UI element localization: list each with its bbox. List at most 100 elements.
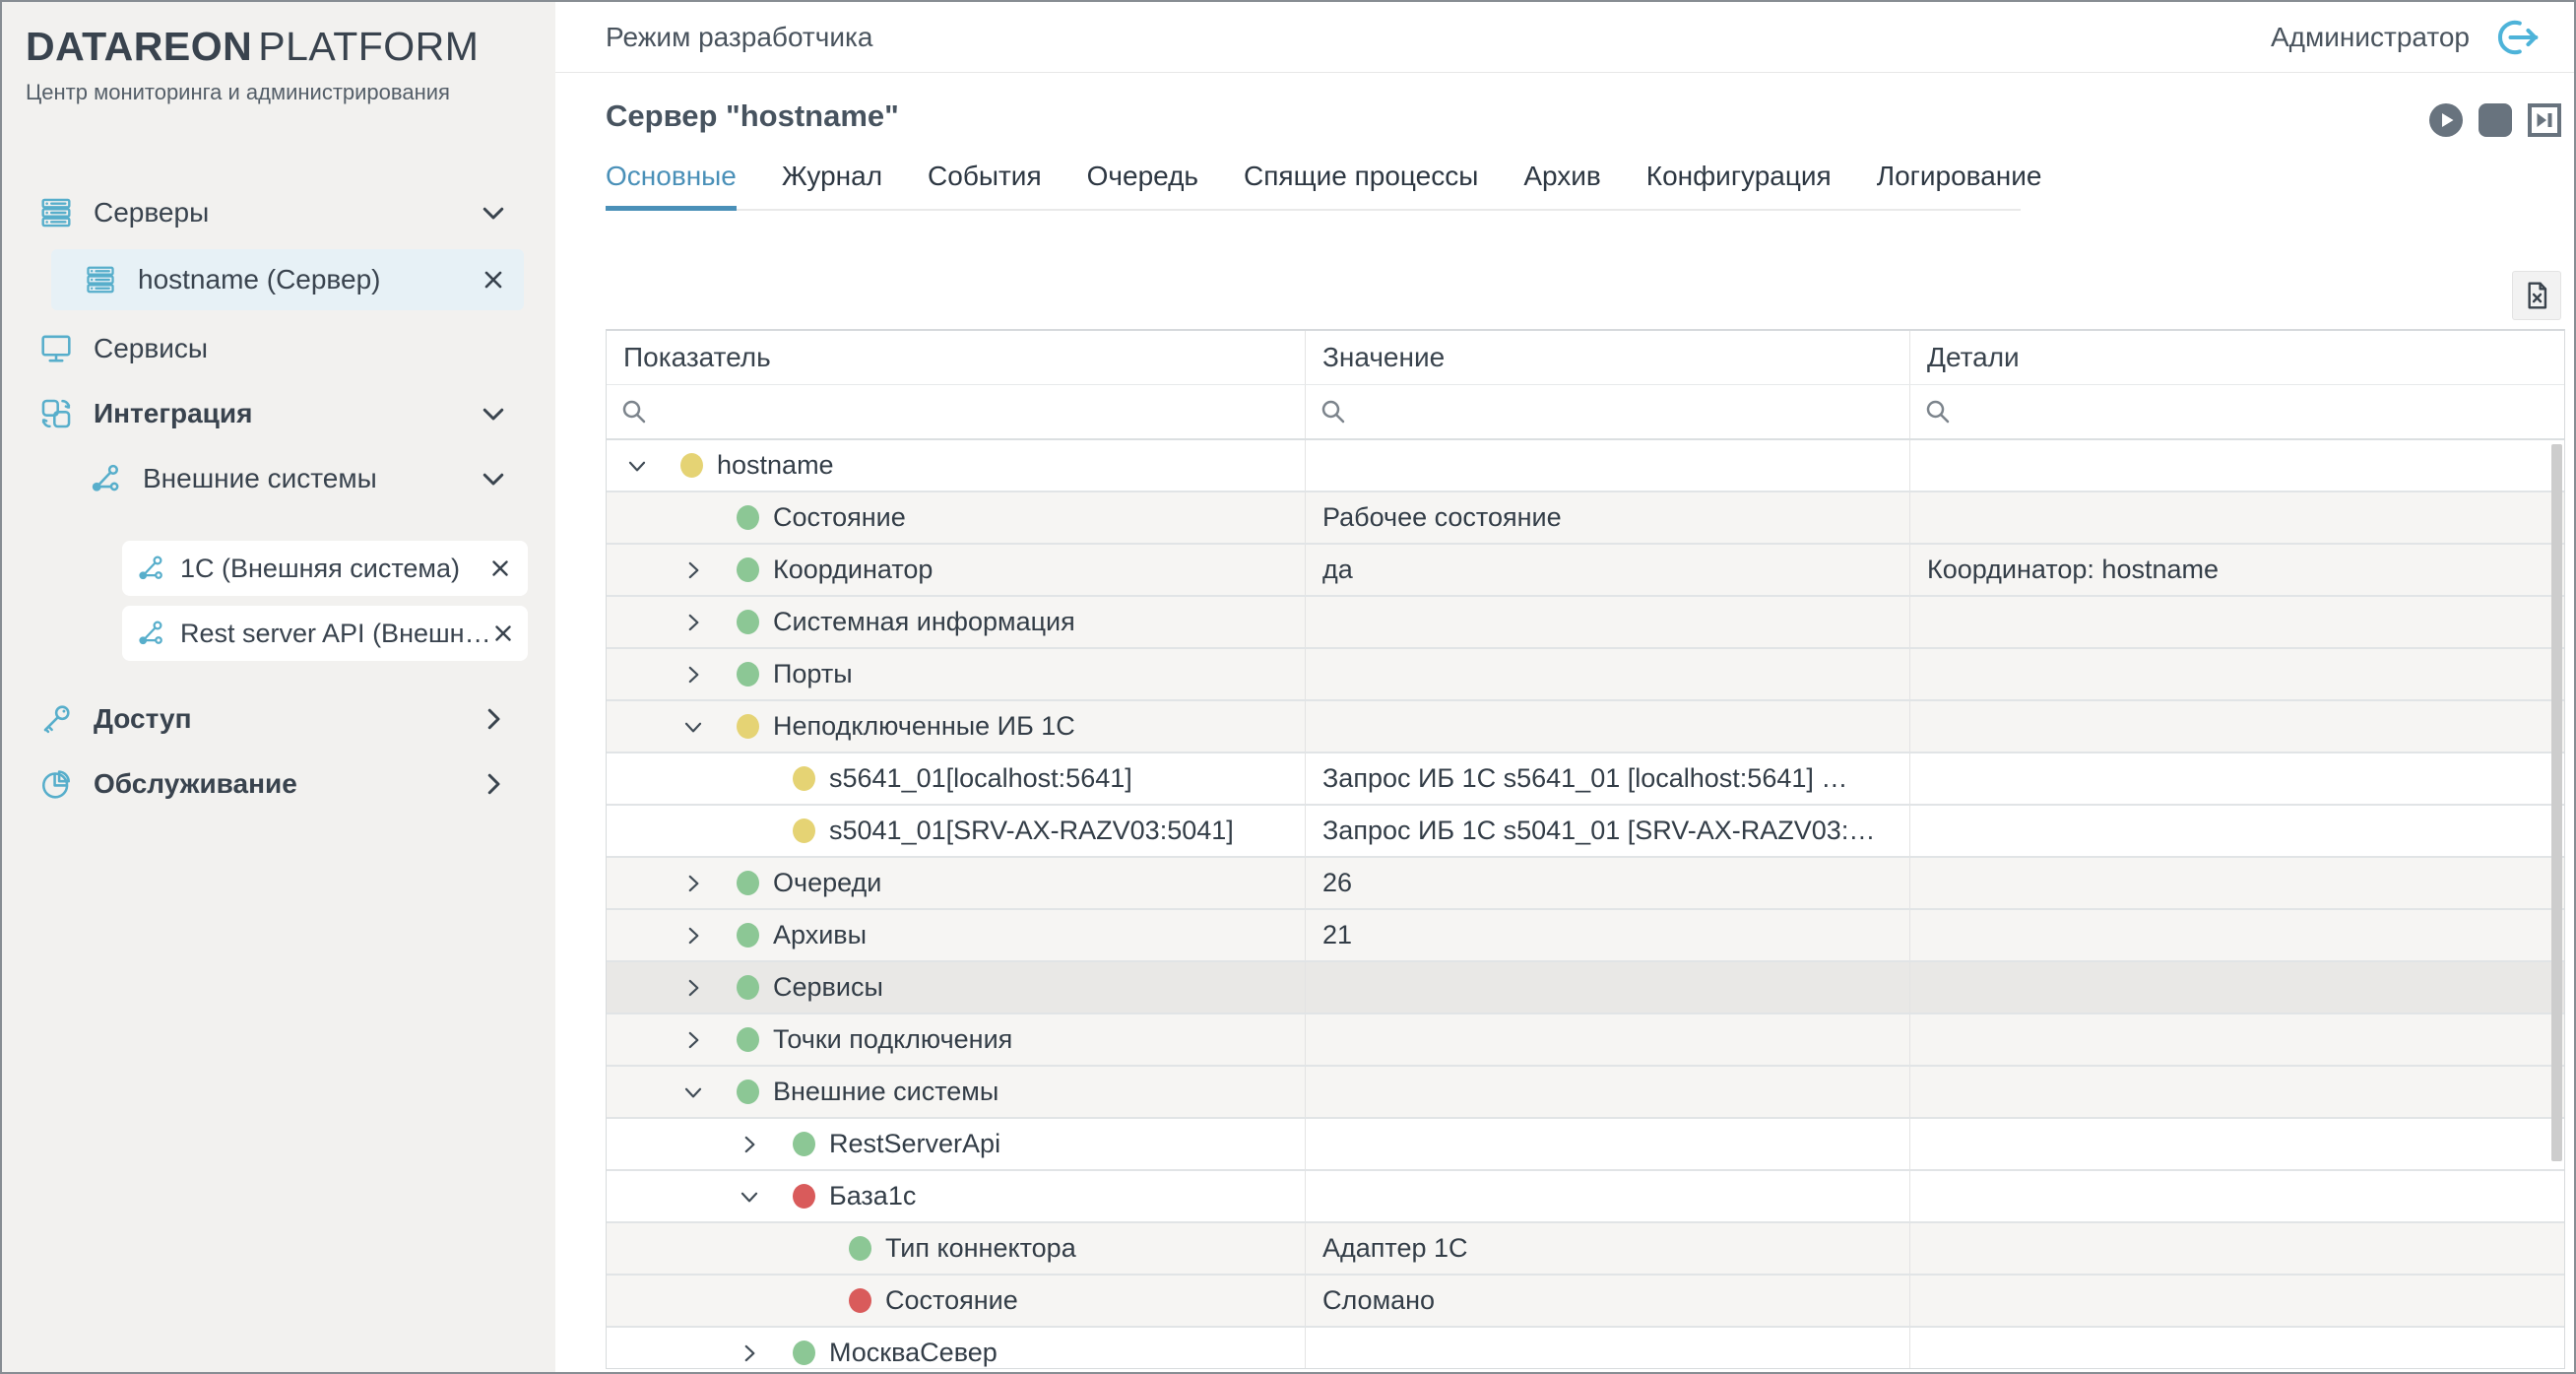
sidebar-item-access[interactable]: Доступ [2, 687, 555, 752]
search-icon [1923, 397, 1953, 426]
table-row[interactable]: Порты [607, 649, 2564, 701]
table-row[interactable]: Координатор да Координатор: hostname [607, 545, 2564, 597]
vertical-scrollbar-thumb[interactable] [2551, 444, 2562, 1161]
sidebar-item-label: hostname (Сервер) [138, 264, 381, 294]
table-row[interactable]: Системная информация [607, 597, 2564, 649]
chevron-down-icon[interactable] [479, 198, 508, 228]
tab-main[interactable]: Основные [606, 161, 737, 211]
sidebar-item-rest-server-api[interactable]: Rest server API (Внешн… [122, 606, 528, 661]
table-row[interactable]: s5041_01[SRV-AX-RAZV03:5041] Запрос ИБ 1С… [607, 806, 2564, 858]
chevron-down-icon[interactable] [479, 399, 508, 428]
status-dot-yellow-icon [737, 714, 759, 739]
chevron-right-icon[interactable] [680, 662, 737, 687]
play-button[interactable] [2429, 103, 2463, 137]
developer-mode-label: Режим разработчика [606, 21, 873, 52]
table-row[interactable]: Неподключенные ИБ 1С [607, 701, 2564, 753]
chevron-right-icon[interactable] [680, 1027, 737, 1053]
status-dot-green-icon [793, 1341, 815, 1365]
external-systems-icon [136, 554, 165, 583]
current-user-label: Администратор [2270, 21, 2470, 52]
table-row[interactable]: Внешние системы [607, 1067, 2564, 1119]
table-row[interactable]: s5641_01[localhost:5641] Запрос ИБ 1С s56… [607, 753, 2564, 806]
tab-2[interactable]: События [928, 161, 1042, 191]
table-row[interactable]: Архивы 21 [607, 910, 2564, 962]
chevron-down-icon[interactable] [680, 1080, 737, 1105]
chevron-down-icon[interactable] [680, 714, 737, 740]
status-dot-green-icon [737, 505, 759, 530]
sidebar-item-label: Интеграция [94, 398, 253, 428]
servers-icon [85, 264, 116, 295]
sidebar-item-label: Сервисы [94, 333, 209, 363]
chevron-right-icon[interactable] [680, 610, 737, 635]
sidebar-item-services[interactable]: Сервисы [2, 316, 555, 381]
table-row[interactable]: Состояние Рабочее состояние [607, 492, 2564, 545]
chevron-right-icon[interactable] [680, 923, 737, 949]
sidebar: DATAREON PLATFORM Центр мониторинга и адм… [2, 2, 555, 1372]
column-header-indicator[interactable]: Показатель [607, 331, 1306, 384]
indicator-label: Системная информация [773, 607, 1075, 636]
tab-6[interactable]: Конфигурация [1645, 161, 1832, 191]
tab-4[interactable]: Спящие процессы [1244, 161, 1479, 191]
column-header-value[interactable]: Значение [1306, 331, 1910, 384]
chevron-right-icon[interactable] [737, 1341, 793, 1366]
brand-logo: DATAREON PLATFORM [26, 24, 555, 70]
chevron-down-icon[interactable] [624, 453, 680, 479]
table-row[interactable]: Состояние Сломано [607, 1276, 2564, 1328]
sidebar-item-external-systems[interactable]: Внешние системы [2, 446, 555, 511]
chevron-down-icon[interactable] [737, 1184, 793, 1210]
table-row[interactable]: МоскваСевер [607, 1328, 2564, 1368]
indicator-label: s5041_01[SRV-AX-RAZV03:5041] [829, 816, 1234, 845]
search-input-details[interactable] [1963, 396, 2564, 427]
chevron-right-icon[interactable] [680, 871, 737, 896]
status-dot-green-icon [793, 1132, 815, 1156]
indicator-label: Состояние [773, 502, 906, 532]
tab-5[interactable]: Архив [1523, 161, 1601, 191]
search-input-indicator[interactable] [659, 396, 1305, 427]
indicator-label: Порты [773, 659, 853, 688]
sidebar-item-1c-external-system[interactable]: 1С (Внешняя система) [122, 541, 528, 596]
status-dot-red-icon [793, 1184, 815, 1209]
chevron-right-icon[interactable] [479, 769, 508, 799]
status-dot-yellow-icon [793, 766, 815, 791]
table-row[interactable]: Сервисы [607, 962, 2564, 1014]
table-row[interactable]: hostname [607, 440, 2564, 492]
step-button[interactable] [2528, 103, 2561, 137]
table-header-row: Показатель Значение Детали [607, 331, 2564, 385]
chevron-right-icon[interactable] [680, 975, 737, 1001]
status-dot-green-icon [737, 1027, 759, 1052]
topbar: Режим разработчика Администратор [555, 2, 2574, 73]
table-row[interactable]: Тип коннектора Адаптер 1С [607, 1223, 2564, 1276]
close-icon[interactable] [481, 267, 506, 293]
indicator-label: Очереди [773, 868, 882, 897]
tab-7[interactable]: Логирование [1876, 161, 2042, 191]
sidebar-item-label: Доступ [94, 703, 192, 734]
tab-1[interactable]: Журнал [781, 161, 883, 191]
close-icon[interactable] [491, 622, 515, 645]
chevron-right-icon[interactable] [737, 1132, 793, 1157]
close-icon[interactable] [488, 556, 512, 580]
chevron-right-icon[interactable] [680, 557, 737, 583]
sidebar-item-hostname-server[interactable]: hostname (Сервер) [51, 249, 524, 310]
column-header-details[interactable]: Детали [1927, 342, 2020, 372]
sidebar-item-servers[interactable]: Серверы [2, 180, 555, 245]
sidebar-item-maintenance[interactable]: Обслуживание [2, 752, 555, 817]
maintenance-icon [39, 767, 73, 801]
table-row[interactable]: Очереди 26 [607, 858, 2564, 910]
export-excel-button[interactable] [2512, 271, 2561, 320]
search-input-value[interactable] [1358, 396, 1909, 427]
sidebar-item-integration[interactable]: Интеграция [2, 381, 555, 446]
table-row[interactable]: RestServerApi [607, 1119, 2564, 1171]
logout-icon[interactable] [2493, 17, 2541, 58]
server-media-controls [2429, 103, 2561, 137]
stop-button[interactable] [2479, 103, 2512, 137]
tab-3[interactable]: Очередь [1086, 161, 1199, 191]
chevron-right-icon[interactable] [479, 704, 508, 734]
value-label: Сломано [1322, 1285, 1436, 1315]
chevron-down-icon[interactable] [479, 464, 508, 493]
brand-light: PLATFORM [258, 24, 480, 69]
table-row[interactable]: Точки подключения [607, 1014, 2564, 1067]
table-row[interactable]: База1с [607, 1171, 2564, 1223]
status-dot-red-icon [849, 1288, 871, 1313]
status-dot-green-icon [737, 610, 759, 634]
indicator-label: База1с [829, 1181, 917, 1210]
